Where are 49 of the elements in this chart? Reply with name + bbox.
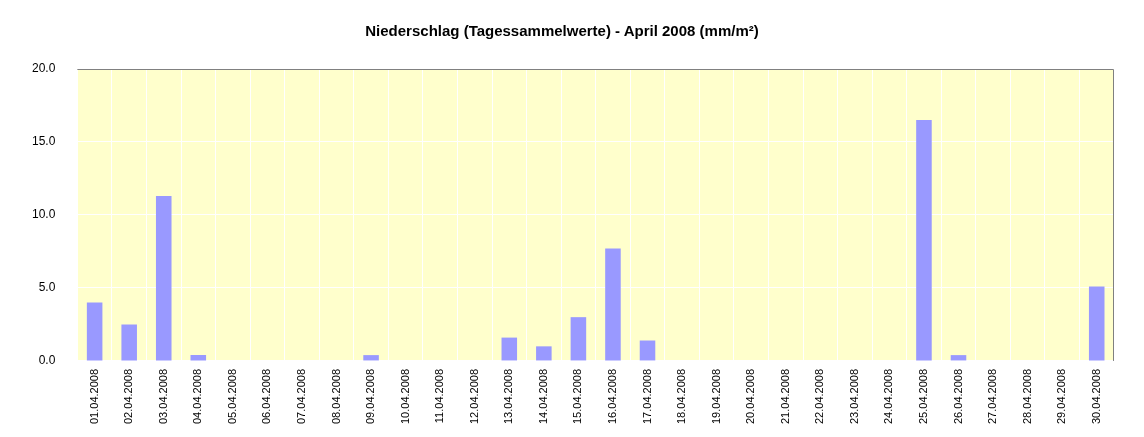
bar <box>155 196 172 361</box>
x-tick-label: 11.04.2008 <box>433 368 446 424</box>
y-tick-label: 10.0 <box>32 207 56 222</box>
bar <box>501 337 518 361</box>
x-tick-label: 03.04.2008 <box>156 368 169 425</box>
x-tick-label: 29.04.2008 <box>1055 368 1068 425</box>
y-tick-label: 20.0 <box>32 61 56 76</box>
y-tick-label: 5.0 <box>38 280 56 295</box>
x-tick-label: 10.04.2008 <box>398 368 411 425</box>
bar <box>536 346 552 361</box>
x-tick-label: 15.04.2008 <box>571 368 584 425</box>
chart-title: Niederschlag (Tagessammelwerte) - April 2008 (mm/m²) <box>365 22 759 40</box>
x-tick-label: 14.04.2008 <box>536 368 549 425</box>
y-tick-label: 0.0 <box>38 353 56 368</box>
x-tick-label: 24.04.2008 <box>882 368 895 425</box>
x-tick-label: 02.04.2008 <box>122 368 135 425</box>
x-tick-label: 22.04.2008 <box>813 368 826 425</box>
x-tick-label: 20.04.2008 <box>744 368 757 425</box>
x-tick-label: 17.04.2008 <box>640 368 653 425</box>
bar <box>190 355 207 361</box>
x-tick-label: 26.04.2008 <box>951 368 964 425</box>
x-tick-label: 28.04.2008 <box>1020 368 1033 425</box>
bar <box>950 355 967 361</box>
x-tick-label: 19.04.2008 <box>709 368 722 425</box>
x-tick-label: 25.04.2008 <box>916 368 929 425</box>
bar <box>1088 286 1105 361</box>
x-tick-label: 06.04.2008 <box>260 368 273 425</box>
bar <box>605 248 621 361</box>
x-tick-label: 07.04.2008 <box>294 368 307 425</box>
x-tick-label: 12.04.2008 <box>467 368 480 425</box>
bar <box>363 355 379 361</box>
x-tick-label: 13.04.2008 <box>502 368 515 425</box>
x-tick-label: 18.04.2008 <box>675 368 688 425</box>
bar <box>121 324 137 361</box>
x-tick-label: 01.04.2008 <box>87 368 100 425</box>
x-tick-label: 30.04.2008 <box>1089 368 1102 425</box>
x-tick-label: 09.04.2008 <box>364 368 377 425</box>
x-tick-label: 27.04.2008 <box>986 368 999 425</box>
x-tick-label: 05.04.2008 <box>225 368 238 425</box>
x-tick-label: 16.04.2008 <box>605 368 618 425</box>
bar <box>570 317 587 361</box>
bar <box>86 302 103 361</box>
x-tick-label: 08.04.2008 <box>329 368 342 425</box>
bar <box>916 120 932 361</box>
x-tick-label: 21.04.2008 <box>778 368 791 425</box>
x-tick-label: 23.04.2008 <box>847 368 860 425</box>
bar <box>639 340 656 361</box>
x-tick-label: 04.04.2008 <box>191 368 204 425</box>
y-tick-label: 15.0 <box>32 134 56 149</box>
